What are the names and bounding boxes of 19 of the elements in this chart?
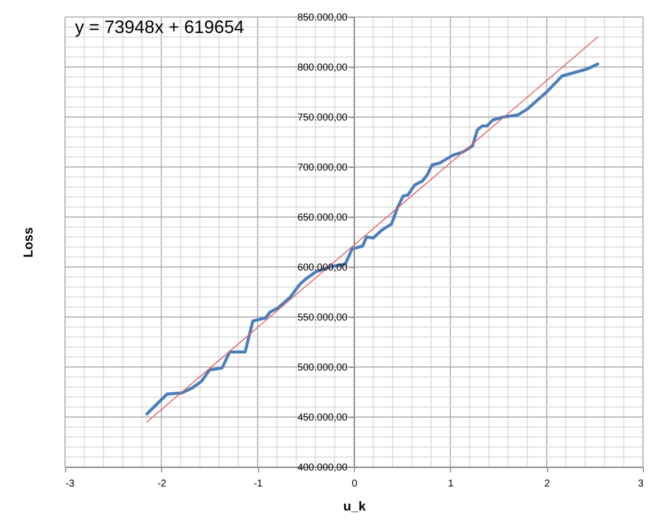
y-tick-label: 700.000,00 bbox=[297, 162, 348, 174]
annotation: y = 73948x + 619654 bbox=[75, 17, 244, 37]
y-tick-label: 500.000,00 bbox=[297, 362, 348, 374]
y-tick-label: 450.000,00 bbox=[297, 412, 348, 424]
x-tick-label: 0 bbox=[352, 478, 358, 490]
x-tick-label: -2 bbox=[157, 478, 167, 490]
x-tick-label: 3 bbox=[638, 478, 644, 490]
x-tick-label: -3 bbox=[66, 478, 75, 490]
y-tick-label: 550.000,00 bbox=[297, 312, 348, 324]
x-tick-label: 2 bbox=[544, 478, 550, 490]
y-tick-label: 850.000,00 bbox=[297, 12, 348, 24]
x-tick-label: 1 bbox=[448, 478, 454, 490]
x-axis-title: u_k bbox=[343, 498, 366, 514]
y-tick-label: 800.000,00 bbox=[297, 62, 348, 74]
x-tick-label: -1 bbox=[254, 478, 264, 490]
y-tick-label: 650.000,00 bbox=[297, 212, 348, 224]
y-tick-label: 750.000,00 bbox=[297, 112, 348, 124]
y-axis-title: Loss bbox=[20, 227, 36, 258]
y-tick-label: 400.000,00 bbox=[297, 462, 348, 474]
